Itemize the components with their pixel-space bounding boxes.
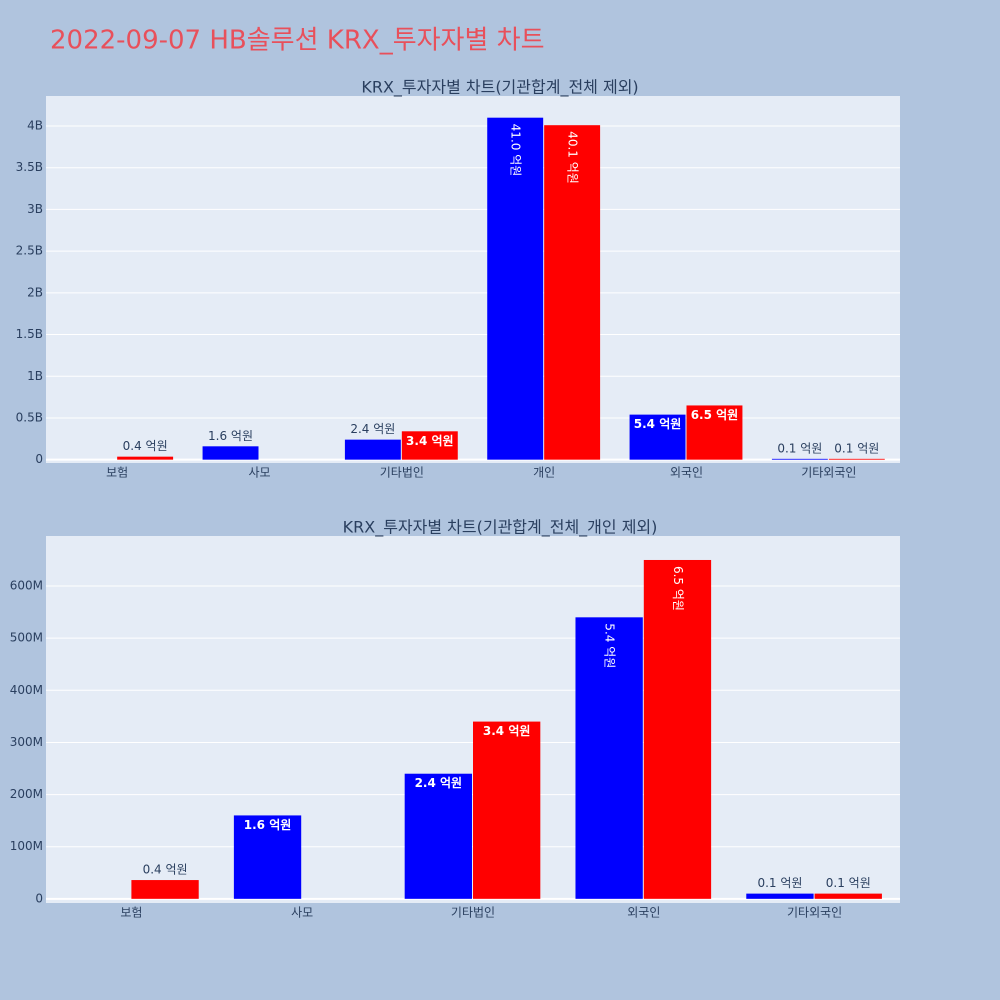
bar bbox=[814, 893, 882, 899]
x-tick-label: 사모 bbox=[291, 906, 313, 920]
value-label: 0.1 억원 bbox=[777, 441, 822, 455]
y-tick-label: 4B bbox=[27, 119, 43, 133]
value-label: 3.4 억원 bbox=[483, 724, 531, 738]
bar bbox=[544, 125, 601, 460]
bar bbox=[404, 773, 472, 899]
value-label: 2.4 억원 bbox=[350, 422, 395, 436]
value-label: 0.1 억원 bbox=[826, 876, 871, 890]
y-tick-label: 1.5B bbox=[16, 327, 43, 341]
x-tick-label: 기타외국인 bbox=[787, 906, 842, 920]
y-tick-label: 1B bbox=[27, 369, 43, 383]
value-label: 1.6 억원 bbox=[208, 429, 253, 443]
value-label: 40.1 억원 bbox=[566, 131, 580, 184]
y-tick-label: 300M bbox=[10, 735, 43, 749]
bar bbox=[401, 431, 458, 460]
x-tick-label: 외국인 bbox=[670, 466, 703, 480]
value-label: 41.0 억원 bbox=[509, 124, 523, 177]
value-label: 1.6 억원 bbox=[244, 818, 292, 832]
value-label: 3.4 억원 bbox=[406, 434, 454, 448]
y-tick-label: 100M bbox=[10, 839, 43, 853]
value-label: 0.1 억원 bbox=[757, 876, 802, 890]
bar bbox=[344, 439, 401, 460]
x-tick-label: 보험 bbox=[120, 906, 142, 920]
bar bbox=[575, 617, 643, 899]
value-label: 0.4 억원 bbox=[123, 439, 168, 453]
bar bbox=[487, 117, 544, 460]
y-tick-label: 3.5B bbox=[16, 160, 43, 174]
bar bbox=[131, 880, 199, 899]
x-tick-label: 외국인 bbox=[627, 906, 660, 920]
page-title: 2022-09-07 HB솔루션 KRX_투자자별 차트 bbox=[50, 26, 545, 56]
y-tick-label: 2B bbox=[27, 285, 43, 299]
y-tick-label: 0 bbox=[35, 452, 43, 466]
value-label: 2.4 억원 bbox=[415, 776, 463, 790]
value-label: 0.4 억원 bbox=[143, 863, 188, 877]
plot-area bbox=[46, 96, 900, 463]
bar bbox=[473, 721, 541, 899]
value-label: 0.1 억원 bbox=[834, 441, 879, 455]
x-tick-label: 기타외국인 bbox=[801, 466, 856, 480]
bar bbox=[629, 414, 686, 460]
x-tick-label: 기타법인 bbox=[451, 906, 495, 920]
y-tick-label: 400M bbox=[10, 683, 43, 697]
value-label: 6.5 억원 bbox=[671, 566, 685, 611]
bar bbox=[828, 458, 885, 460]
bar bbox=[746, 893, 814, 899]
y-tick-label: 500M bbox=[10, 631, 43, 645]
x-tick-label: 보험 bbox=[106, 466, 128, 480]
y-tick-label: 600M bbox=[10, 579, 43, 593]
y-tick-label: 0.5B bbox=[16, 410, 43, 424]
y-tick-label: 3B bbox=[27, 202, 43, 216]
chart-title: KRX_투자자별 차트(기관합계_전체_개인 제외) bbox=[343, 518, 658, 538]
y-tick-label: 2.5B bbox=[16, 244, 43, 258]
y-tick-label: 200M bbox=[10, 787, 43, 801]
y-tick-label: 0 bbox=[35, 891, 43, 905]
bar bbox=[686, 405, 743, 460]
bar bbox=[233, 815, 302, 899]
x-tick-label: 개인 bbox=[533, 466, 555, 480]
x-tick-label: 사모 bbox=[248, 466, 270, 480]
bar bbox=[643, 559, 712, 899]
bar bbox=[771, 458, 828, 460]
bar bbox=[117, 456, 174, 460]
value-label: 5.4 억원 bbox=[634, 417, 682, 431]
x-tick-label: 기타법인 bbox=[380, 466, 424, 480]
chart-title: KRX_투자자별 차트(기관합계_전체 제외) bbox=[361, 78, 638, 98]
bar bbox=[202, 446, 259, 460]
value-label: 5.4 억원 bbox=[603, 623, 617, 668]
value-label: 6.5 억원 bbox=[691, 408, 739, 422]
